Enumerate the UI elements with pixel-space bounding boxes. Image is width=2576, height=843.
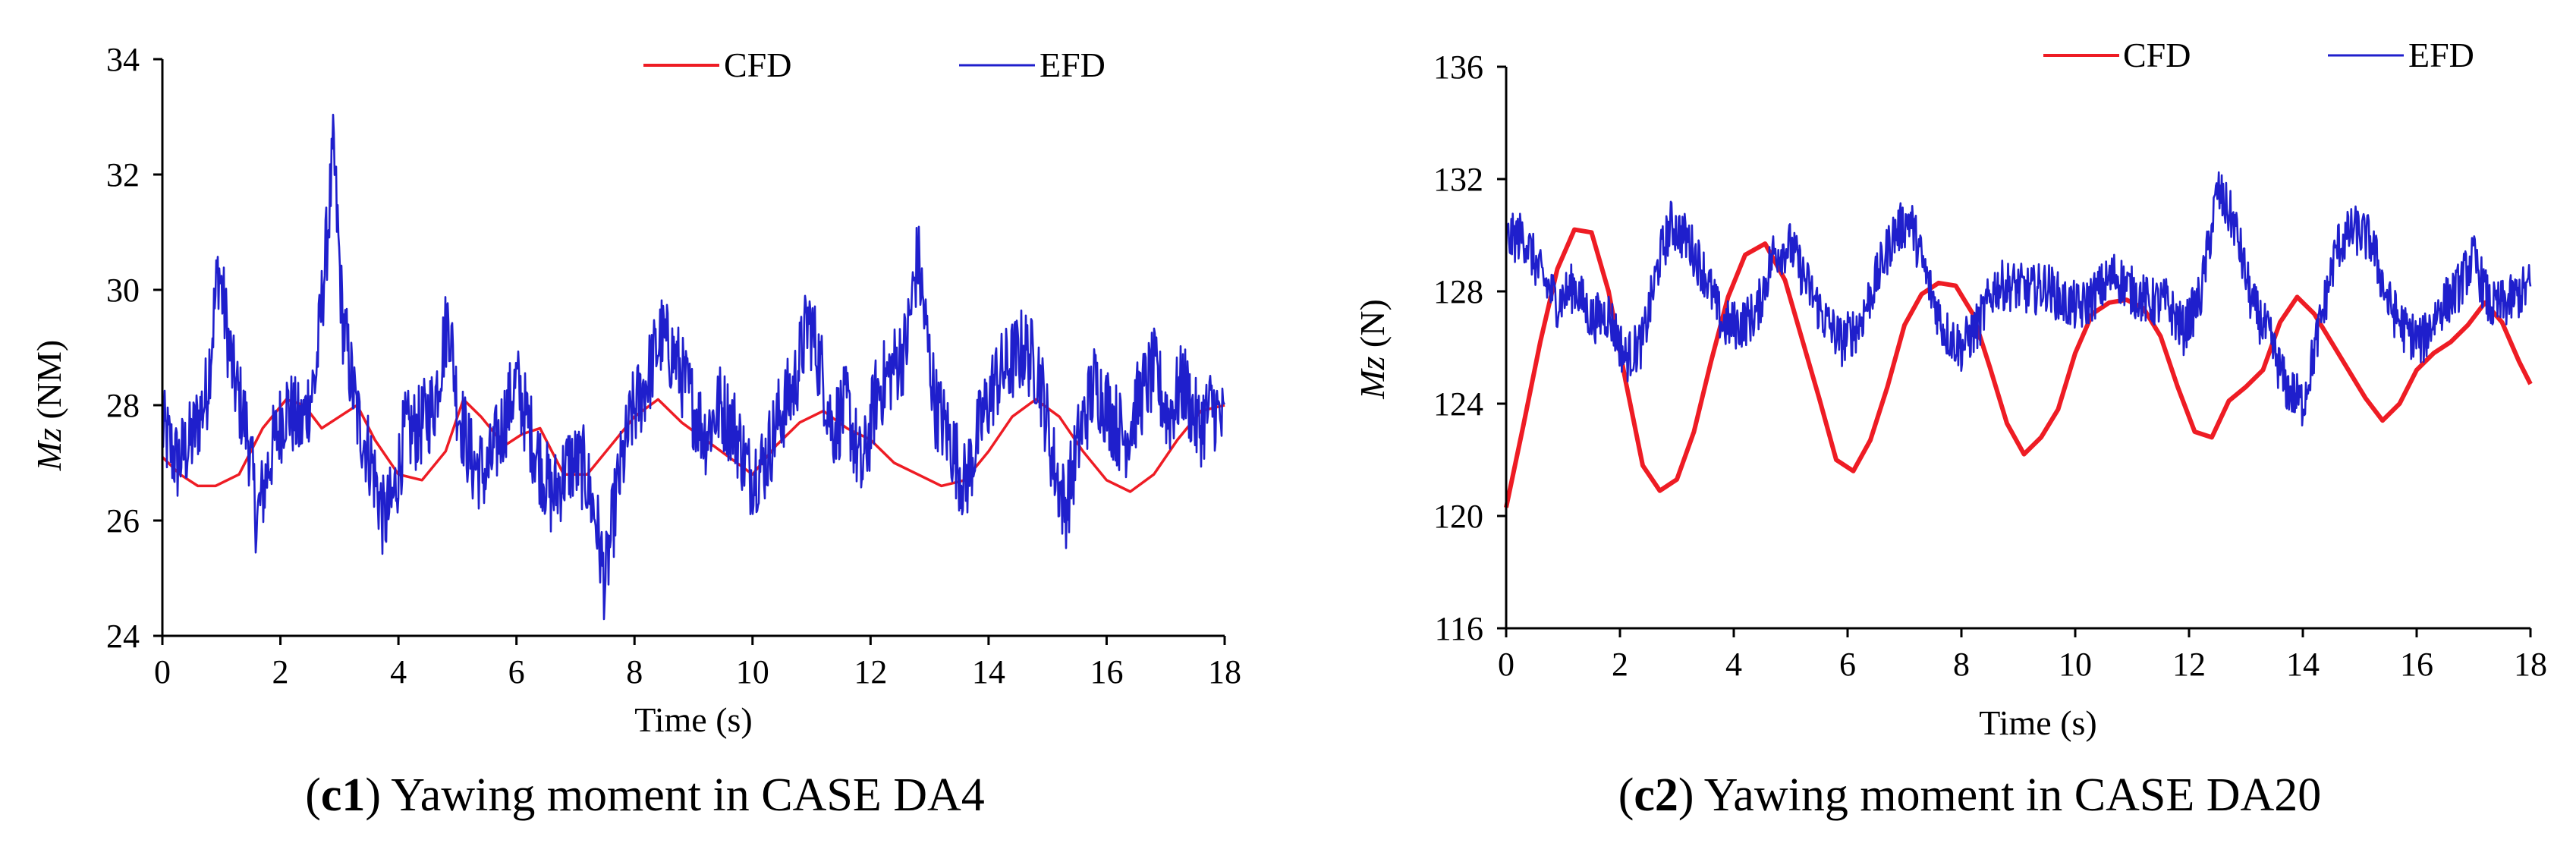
x-tick-label: 10 [736, 653, 769, 690]
y-tick-label: 116 [1435, 610, 1483, 647]
x-tick-label: 6 [1839, 646, 1856, 683]
y-tick-label: 128 [1433, 273, 1483, 310]
legend-label-cfd: CFD [724, 46, 791, 84]
axes [1497, 65, 2532, 637]
y-tick-label: 24 [106, 618, 140, 655]
series-line-efd [161, 113, 1225, 621]
chart-yawing-moment-da20: 116 120 124 128 132 136 0 2 4 6 8 10 12 14 16 18 Time (… [1353, 36, 2547, 821]
y-tick-label: 120 [1433, 498, 1483, 535]
legend: CFD EFD [643, 46, 1106, 84]
caption-id: c2 [1634, 769, 1678, 821]
y-axis-label-unit: (N) [1353, 299, 1392, 356]
plot-lines [161, 113, 1225, 621]
x-tick-label: 6 [508, 653, 525, 690]
x-tick-label: 14 [2286, 646, 2320, 683]
x-tick-label: 18 [2514, 646, 2547, 683]
y-tick-label: 32 [106, 156, 140, 193]
x-tick-label: 0 [1498, 646, 1514, 683]
x-tick-label: 14 [972, 653, 1005, 690]
y-axis-label: Mz (N) [1353, 299, 1392, 400]
legend: CFD EFD [2043, 36, 2474, 74]
x-tick-label: 12 [854, 653, 887, 690]
legend-label-efd: EFD [2408, 36, 2474, 74]
caption-text: ) Yawing moment in CASE DA4 [365, 769, 984, 821]
figure-caption: (c1) Yawing moment in CASE DA4 [305, 769, 985, 821]
legend-label-cfd: CFD [2123, 36, 2191, 74]
y-tick-label: 136 [1433, 49, 1483, 86]
y-tick-label: 28 [106, 387, 140, 424]
caption-text: ) Yawing moment in CASE DA20 [1678, 769, 2321, 821]
y-tick-label: 132 [1433, 161, 1483, 198]
x-tick-label: 12 [2172, 646, 2206, 683]
series-line-cfd [1504, 227, 2533, 508]
x-tick-label: 4 [1725, 646, 1742, 683]
y-axis-label: Mz (NM) [30, 340, 68, 472]
x-tick-label: 10 [2059, 646, 2092, 683]
y-axis-label-unit: (NM) [30, 340, 68, 428]
caption-id: c1 [321, 769, 366, 821]
y-tick-label: 30 [106, 272, 140, 309]
x-tick-label: 8 [1953, 646, 1970, 683]
x-tick-label: 16 [2400, 646, 2433, 683]
axes [153, 58, 1226, 645]
x-tick-label: 8 [626, 653, 643, 690]
x-tick-label: 0 [154, 653, 171, 690]
x-tick-label: 2 [1612, 646, 1628, 683]
x-tick-label: 4 [390, 653, 407, 690]
y-tick-label: 26 [106, 502, 140, 539]
tick-labels: 116 120 124 128 132 136 0 2 4 6 8 10 12 14 16 18 [1433, 49, 2547, 683]
series-line-cfd [161, 398, 1225, 493]
y-axis-label-symbol: Mz [30, 428, 68, 471]
y-tick-label: 34 [106, 41, 140, 78]
x-tick-label: 16 [1090, 653, 1123, 690]
legend-label-efd: EFD [1040, 46, 1106, 84]
figure-caption: (c2) Yawing moment in CASE DA20 [1618, 769, 2322, 821]
y-tick-label: 124 [1433, 385, 1483, 423]
x-tick-label: 2 [272, 653, 289, 690]
plot-lines [1504, 171, 2533, 508]
series-line-efd [1505, 171, 2532, 426]
x-axis-label: Time (s) [634, 700, 753, 739]
y-axis-label-symbol: Mz [1353, 356, 1392, 399]
x-axis-label: Time (s) [1979, 703, 2097, 742]
x-tick-label: 18 [1208, 653, 1241, 690]
